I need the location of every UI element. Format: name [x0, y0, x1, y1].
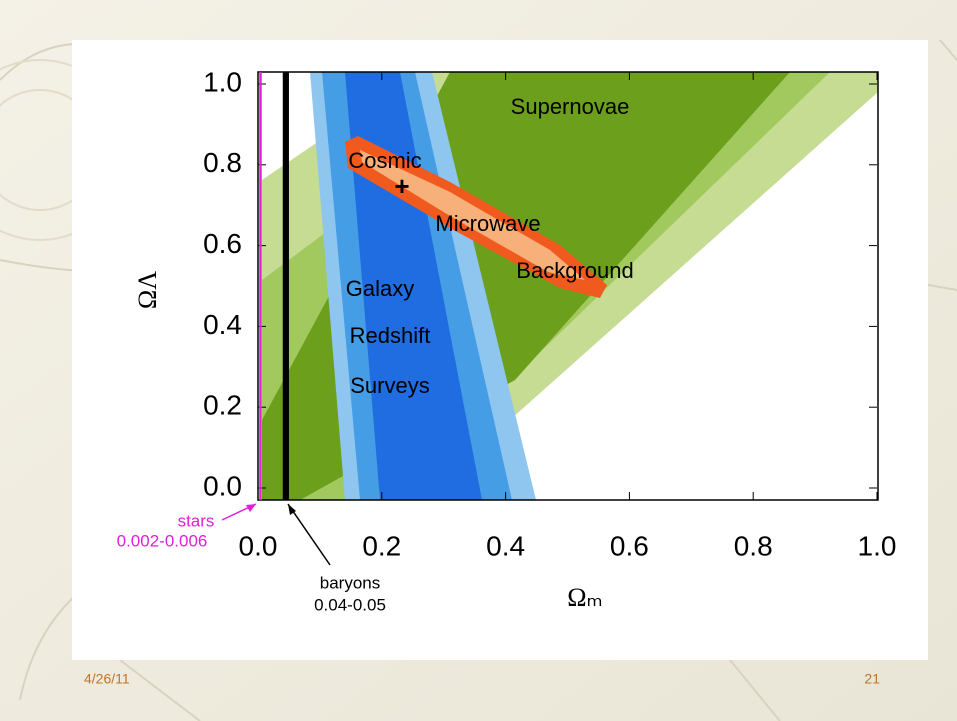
y-tick-label: 0.6: [203, 228, 242, 259]
y-axis-label: ΩΛ: [133, 271, 162, 309]
footer-date: 4/26/11: [84, 671, 130, 687]
band: [283, 72, 289, 500]
region-label: Supernovae: [511, 94, 630, 119]
x-tick-label: 0.4: [486, 530, 525, 561]
x-tick-label: 0.2: [362, 530, 401, 561]
x-axis-label: Ωₘ: [567, 583, 603, 612]
y-tick-label: 0.2: [203, 390, 242, 421]
region-label: Microwave: [435, 211, 540, 236]
x-tick-label: 1.0: [858, 530, 897, 561]
y-tick-label: 1.0: [203, 66, 242, 97]
band-range: 0.04-0.05: [314, 595, 386, 614]
band-name: baryons: [320, 573, 380, 592]
slide: + Ωₘ ΩΛ 4/26/11 21 0.0 0.2 0.4 0.6 0.8 1.0 0.0…: [0, 0, 957, 721]
region-label: Cosmic: [348, 148, 421, 173]
y-tick-label: 0.8: [203, 147, 242, 178]
region-label: Surveys: [350, 373, 429, 398]
y-tick-label: 0.0: [203, 470, 242, 501]
band-name: stars: [178, 511, 215, 530]
region-label: Background: [516, 258, 633, 283]
band-range: 0.002-0.006: [117, 531, 208, 550]
footer-page: 21: [864, 671, 880, 687]
region-label: Redshift: [350, 323, 431, 348]
best-fit-marker: +: [394, 171, 409, 201]
x-tick-label: 0.0: [239, 530, 278, 561]
band: [259, 72, 261, 500]
x-tick-label: 0.8: [734, 530, 773, 561]
x-tick-label: 0.6: [610, 530, 649, 561]
region-label: Galaxy: [346, 276, 414, 301]
y-tick-label: 0.4: [203, 309, 242, 340]
